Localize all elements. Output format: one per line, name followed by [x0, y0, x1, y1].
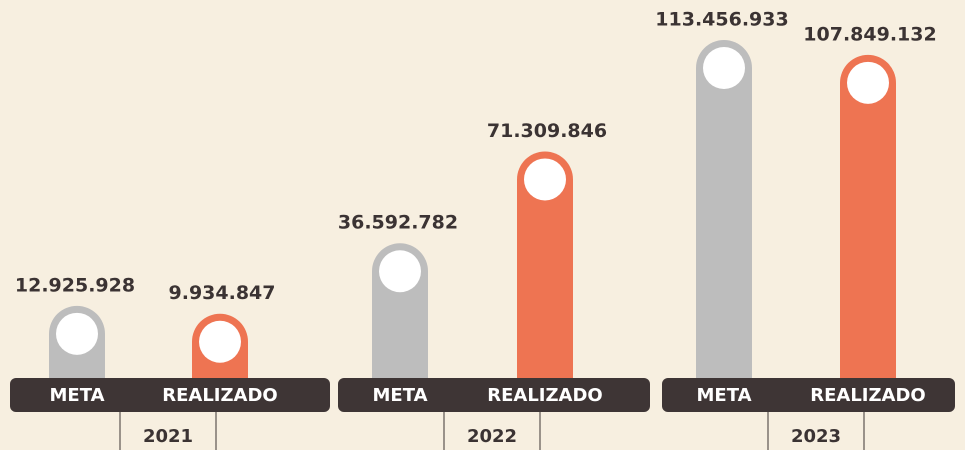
value-label: 36.592.782: [338, 212, 458, 234]
legend-label: META: [696, 385, 751, 406]
band: [662, 378, 955, 412]
band: [338, 378, 650, 412]
legend-label: META: [49, 385, 104, 406]
bar-cap: [524, 158, 566, 201]
band: [10, 378, 330, 412]
value-label: 71.309.846: [487, 120, 607, 142]
bar-cap: [847, 61, 889, 104]
legend-label: META: [372, 385, 427, 406]
x-tick-label: 2022: [467, 426, 517, 447]
legend-label: REALIZADO: [810, 385, 925, 406]
bar: [696, 40, 752, 380]
bar-cap: [56, 312, 98, 355]
value-label: 9.934.847: [169, 282, 276, 304]
bar: [517, 151, 573, 380]
bar-cap: [379, 250, 421, 293]
value-label: 107.849.132: [803, 23, 936, 45]
x-tick-label: 2023: [791, 426, 841, 447]
legend-label: REALIZADO: [487, 385, 602, 406]
value-label: 12.925.928: [15, 274, 135, 296]
bar: [840, 54, 896, 380]
bar-cap: [703, 47, 745, 89]
x-tick-label: 2021: [143, 426, 193, 447]
value-label: 113.456.933: [655, 9, 788, 31]
legend-label: REALIZADO: [162, 385, 277, 406]
bar-cap: [199, 320, 241, 363]
